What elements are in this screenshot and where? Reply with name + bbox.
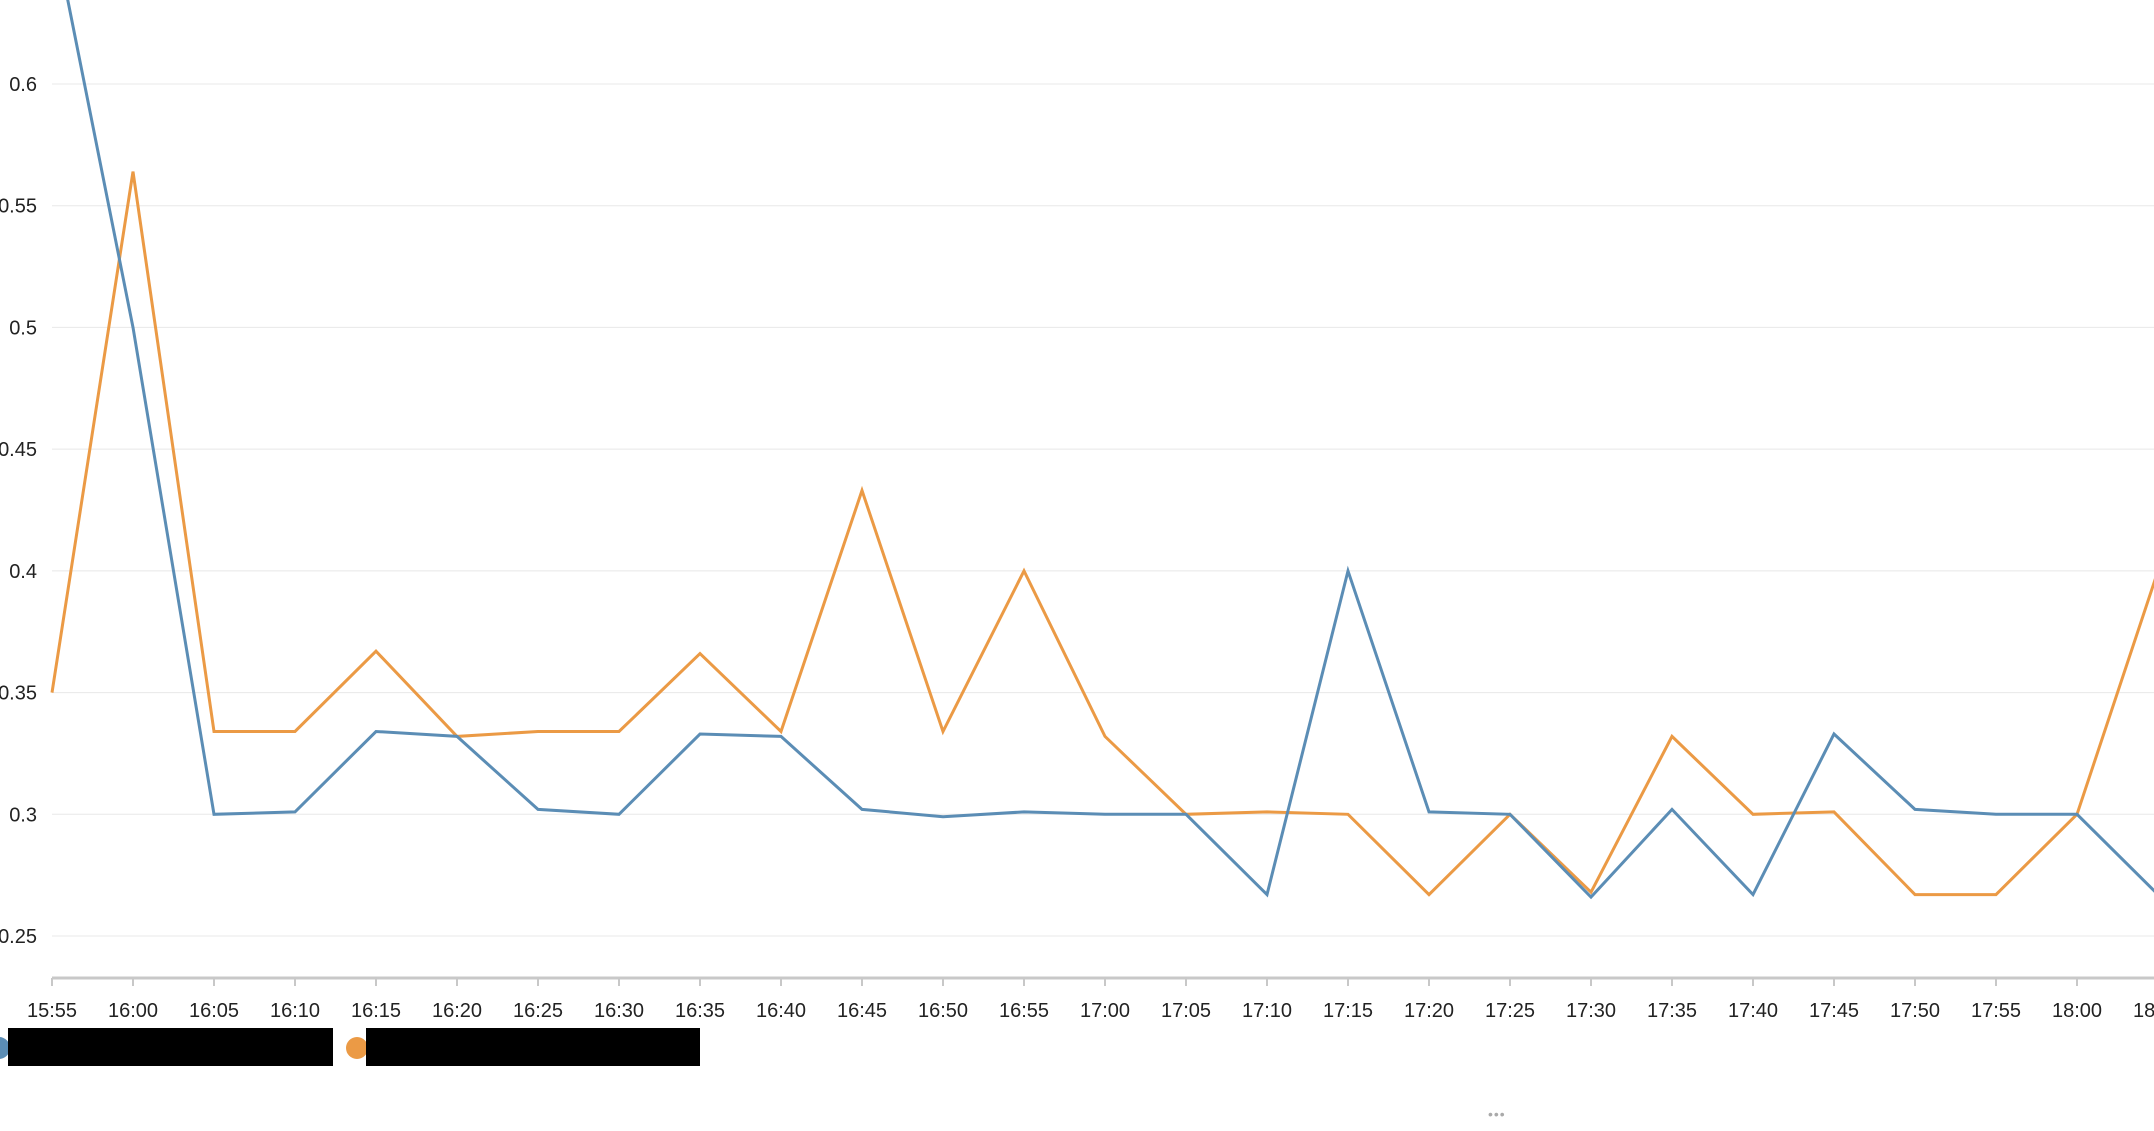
- x-tick-label: 17:00: [1080, 1000, 1130, 1022]
- legend-label-series-b-redacted: [366, 1028, 700, 1066]
- legend-swatch-series-b: [346, 1037, 368, 1059]
- y-tick-label: 0.5: [9, 317, 37, 339]
- x-tick-label: 17:50: [1890, 1000, 1940, 1022]
- x-tick-label: 16:40: [756, 1000, 806, 1022]
- x-tick-label: 17:20: [1404, 1000, 1454, 1022]
- x-tick-label: 18:00: [2052, 1000, 2102, 1022]
- legend-swatch-series-a: [0, 1037, 10, 1059]
- legend-label-series-a-redacted: [8, 1028, 333, 1066]
- x-tick-label: 16:50: [918, 1000, 968, 1022]
- x-tick-label: 17:35: [1647, 1000, 1697, 1022]
- x-tick-label: 17:25: [1485, 1000, 1535, 1022]
- x-tick-label: 17:15: [1323, 1000, 1373, 1022]
- x-tick-label: 16:25: [513, 1000, 563, 1022]
- chart-legend: [0, 1028, 720, 1068]
- x-tick-label: 16:55: [999, 1000, 1049, 1022]
- legend-label-series-a: [8, 1036, 16, 1058]
- series-line-b: [50, 171, 2154, 897]
- y-tick-label: 0.45: [0, 439, 37, 461]
- x-tick-label: 17:45: [1809, 1000, 1859, 1022]
- x-tick-label: 17:05: [1161, 1000, 1211, 1022]
- x-tick-label: 16:20: [432, 1000, 482, 1022]
- x-tick-label: 18:05: [2133, 1000, 2154, 1022]
- more-handle-icon[interactable]: •••: [1488, 1106, 1506, 1122]
- y-tick-label: 0.6: [9, 74, 37, 96]
- x-tick-label: 15:55: [27, 1000, 77, 1022]
- x-tick-label: 16:45: [837, 1000, 887, 1022]
- x-tick-label: 17:30: [1566, 1000, 1616, 1022]
- x-tick-label: 16:00: [108, 1000, 158, 1022]
- x-tick-label: 17:10: [1242, 1000, 1292, 1022]
- x-tick-label: 16:35: [675, 1000, 725, 1022]
- y-tick-label: 0.35: [0, 683, 37, 705]
- series-line-a: [66, 0, 2154, 900]
- x-tick-label: 17:40: [1728, 1000, 1778, 1022]
- y-tick-label: 0.25: [0, 926, 37, 948]
- x-tick-label: 17:55: [1971, 1000, 2021, 1022]
- x-tick-label: 16:10: [270, 1000, 320, 1022]
- x-tick-label: 16:30: [594, 1000, 644, 1022]
- y-tick-label: 0.4: [9, 561, 37, 583]
- x-tick-label: 16:05: [189, 1000, 239, 1022]
- y-tick-label: 0.55: [0, 196, 37, 218]
- legend-label-series-b: [366, 1036, 374, 1058]
- y-tick-label: 0.3: [9, 804, 37, 826]
- x-tick-label: 16:15: [351, 1000, 401, 1022]
